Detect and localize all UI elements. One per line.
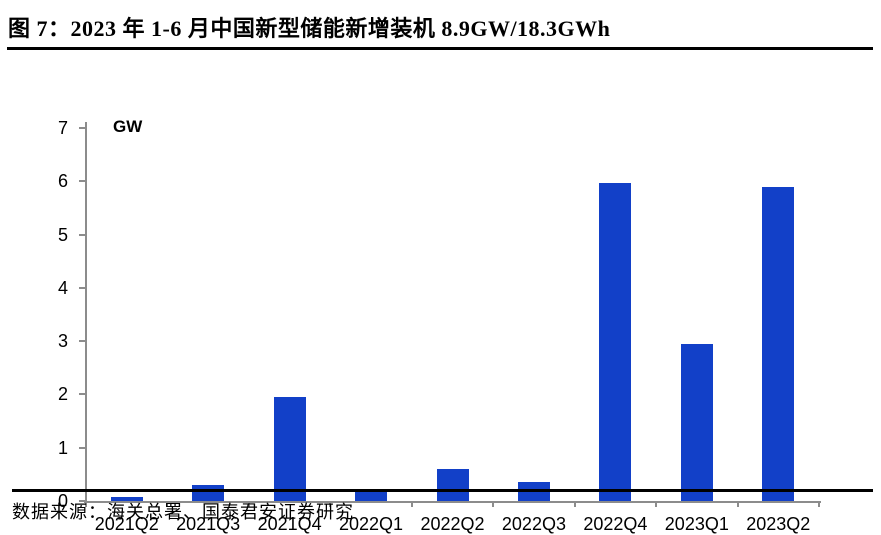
bar-2021Q2 xyxy=(110,496,143,501)
x-tick xyxy=(818,501,820,507)
y-tick-label: 2 xyxy=(57,384,68,405)
y-tick xyxy=(79,500,86,502)
x-tick xyxy=(492,501,495,507)
x-tick xyxy=(329,501,332,507)
title-divider xyxy=(7,47,873,50)
x-axis-label-2023Q1: 2023Q1 xyxy=(664,514,729,534)
y-tick xyxy=(79,340,86,343)
x-axis-label-2022Q3: 2022Q3 xyxy=(501,514,566,534)
x-tick xyxy=(85,501,87,507)
x-tick xyxy=(736,501,739,507)
y-tick-label: 4 xyxy=(57,277,68,298)
y-tick-label: 6 xyxy=(57,171,68,192)
bar-2022Q2 xyxy=(436,469,469,501)
x-axis-line xyxy=(84,501,821,503)
bar-2021Q3 xyxy=(192,485,225,501)
y-tick xyxy=(79,233,86,236)
y-tick-label: 1 xyxy=(57,437,68,458)
y-tick xyxy=(79,446,86,449)
x-axis-label-2023Q2: 2023Q2 xyxy=(746,514,811,534)
y-tick xyxy=(79,393,86,396)
y-axis-line xyxy=(85,122,87,503)
x-axis-label-2021Q3: 2021Q3 xyxy=(176,514,241,534)
y-tick-label: 3 xyxy=(57,331,68,352)
figure-title: 图 7：2023 年 1-6 月中国新型储能新增装机 8.9GW/18.3GWh xyxy=(8,16,611,41)
data-source-text: 数据来源：海关总署、国泰君安证券研究 xyxy=(12,502,354,522)
bar-2022Q3 xyxy=(517,482,550,501)
x-tick xyxy=(410,501,413,507)
bar-2022Q4 xyxy=(599,182,632,501)
x-tick xyxy=(573,501,576,507)
bar-2023Q2 xyxy=(762,186,795,501)
y-tick xyxy=(79,127,86,129)
y-tick xyxy=(79,180,86,183)
x-tick xyxy=(166,501,169,507)
x-axis-label-2022Q2: 2022Q2 xyxy=(420,514,485,534)
x-axis-label-2022Q4: 2022Q4 xyxy=(583,514,648,534)
x-axis-label-2022Q1: 2022Q1 xyxy=(339,514,404,534)
y-axis-unit-label: GW xyxy=(113,117,143,136)
x-axis-label-2021Q2: 2021Q2 xyxy=(94,514,159,534)
y-tick-label: 0 xyxy=(57,491,68,511)
x-axis-label-2021Q4: 2021Q4 xyxy=(257,514,322,534)
bar-2023Q1 xyxy=(680,343,713,501)
x-tick xyxy=(655,501,658,507)
y-tick xyxy=(79,286,86,289)
y-tick-label: 7 xyxy=(57,118,68,138)
footer-divider xyxy=(12,489,873,492)
x-tick xyxy=(247,501,250,507)
bar-2021Q4 xyxy=(273,397,306,501)
bar-chart: GW 0 1 2 3 4 5 6 7 2021Q2 2021Q3 2021Q4 2022Q1 2022… xyxy=(0,55,881,534)
y-tick-label: 5 xyxy=(57,224,68,245)
bar-2022Q1 xyxy=(355,490,388,501)
